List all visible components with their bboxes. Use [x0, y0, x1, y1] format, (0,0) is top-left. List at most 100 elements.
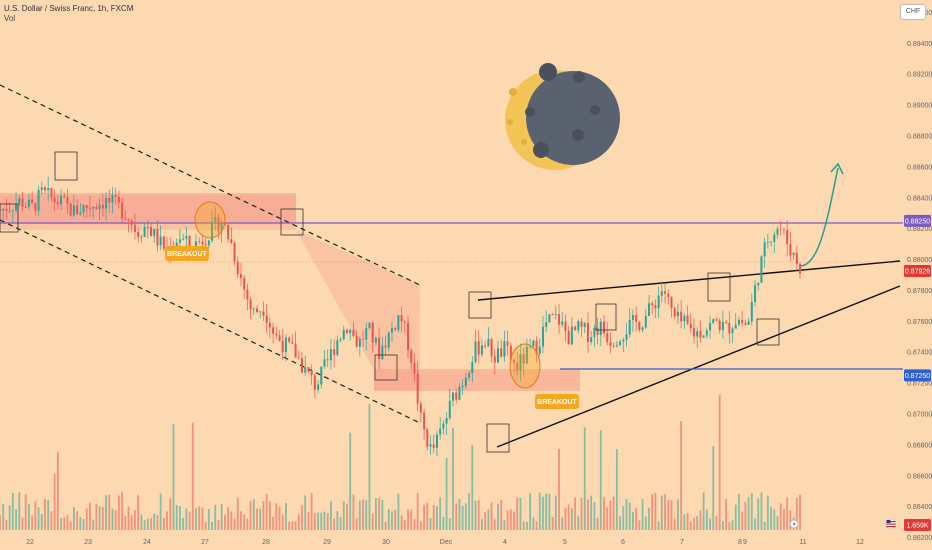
volume-bar: [175, 504, 178, 530]
volume-bar: [56, 451, 59, 530]
volume-bar: [227, 507, 230, 530]
volume-bar: [265, 494, 268, 530]
candle-body: [522, 354, 525, 364]
candle-body: [731, 328, 734, 334]
volume-bar: [114, 510, 117, 530]
candle-body: [111, 194, 114, 203]
price-tick-label: 0.86200: [907, 535, 932, 542]
candle-body: [435, 434, 438, 448]
candle-body: [230, 239, 233, 243]
volume-bar: [612, 496, 615, 530]
volume-bar: [526, 521, 528, 530]
candle-body: [686, 315, 689, 324]
volume-bar: [85, 508, 88, 530]
time-tick-label: 12: [856, 539, 864, 546]
candle-body: [423, 412, 426, 430]
volume-bar: [558, 448, 560, 530]
candle-body: [60, 196, 63, 205]
candle-body: [715, 319, 718, 321]
candle-body: [374, 337, 377, 343]
pivot-box: [468, 291, 492, 319]
volume-bar: [741, 511, 744, 530]
candle-body: [304, 367, 307, 373]
volume-bar: [378, 497, 381, 530]
currency-button[interactable]: CHF: [900, 4, 926, 20]
price-tag: [904, 369, 931, 382]
candle-body: [747, 321, 750, 325]
candle-body: [217, 217, 220, 232]
volume-bar: [256, 508, 258, 530]
volume-bar: [416, 492, 419, 530]
volume-bar: [358, 500, 361, 530]
candle-body: [381, 345, 384, 360]
candles: [0, 176, 801, 457]
candle-body: [445, 418, 448, 424]
volume-bar: [236, 497, 239, 530]
volume-bar: [548, 493, 551, 530]
volume-bar: [442, 516, 445, 530]
candle-body: [564, 321, 567, 331]
volume-bar: [207, 509, 210, 530]
volume-bar: [686, 512, 689, 530]
candle-body: [188, 236, 191, 249]
candle-body: [500, 348, 503, 357]
time-tick-label: 30: [382, 539, 390, 546]
candle-body: [53, 197, 56, 203]
candle-body: [317, 384, 320, 390]
candle-body: [207, 240, 210, 246]
volume-bar: [397, 493, 400, 530]
volume-bar: [773, 509, 776, 530]
candle-body: [635, 315, 638, 322]
volume-bar: [455, 503, 458, 530]
candle-body: [220, 223, 223, 232]
candle-body: [647, 303, 650, 316]
candle-body: [709, 322, 712, 331]
volume-bar: [330, 501, 332, 530]
candle-body: [689, 323, 692, 329]
candle-body: [680, 311, 683, 322]
volume-bar: [156, 515, 159, 530]
volume-bar: [760, 492, 763, 530]
volume-bar: [101, 507, 104, 530]
candle-body: [140, 236, 143, 238]
volume-bar: [715, 515, 718, 530]
candle-body: [503, 341, 506, 357]
price-tag: [904, 519, 931, 531]
support-zone: [374, 369, 580, 391]
candle-body: [34, 202, 37, 211]
volume-bar: [198, 506, 201, 530]
candle-body: [301, 358, 304, 373]
volume-bar: [150, 518, 152, 530]
volume-bar: [497, 503, 499, 530]
candle-body: [105, 197, 108, 209]
volume-bar: [699, 510, 702, 530]
volume-bar: [574, 497, 577, 530]
volume-bar: [371, 513, 374, 530]
chart-title-bar: U.S. Dollar / Swiss Franc, 1h, FXCM Vol: [4, 4, 133, 24]
volume-bar: [2, 504, 5, 530]
volume-bar: [567, 504, 570, 530]
volume-bar: [217, 520, 220, 530]
candle-body: [278, 335, 281, 341]
candle-body: [156, 229, 159, 246]
volume-bar: [683, 514, 686, 530]
volume-bar: [355, 518, 358, 530]
volume-bar: [275, 503, 278, 530]
candle-body: [670, 296, 673, 308]
candle-body: [606, 333, 609, 343]
time-axis[interactable]: 22 23 24 27 28 29 30 Dec 4 5 6 7 8 9 11 12: [26, 539, 864, 546]
volume-bar: [291, 521, 294, 530]
candle-body: [506, 341, 509, 346]
volume-bar: [146, 518, 149, 530]
volume-bar: [349, 432, 352, 530]
volume-bar: [410, 509, 413, 530]
candle-body: [712, 319, 715, 323]
volume-bar: [545, 493, 548, 530]
candle-body: [484, 345, 487, 347]
candle-body: [27, 199, 30, 208]
volume-bar: [641, 498, 644, 530]
volume-bar: [535, 521, 538, 530]
candle-body: [15, 204, 18, 211]
lightning-icon[interactable]: [789, 519, 799, 529]
